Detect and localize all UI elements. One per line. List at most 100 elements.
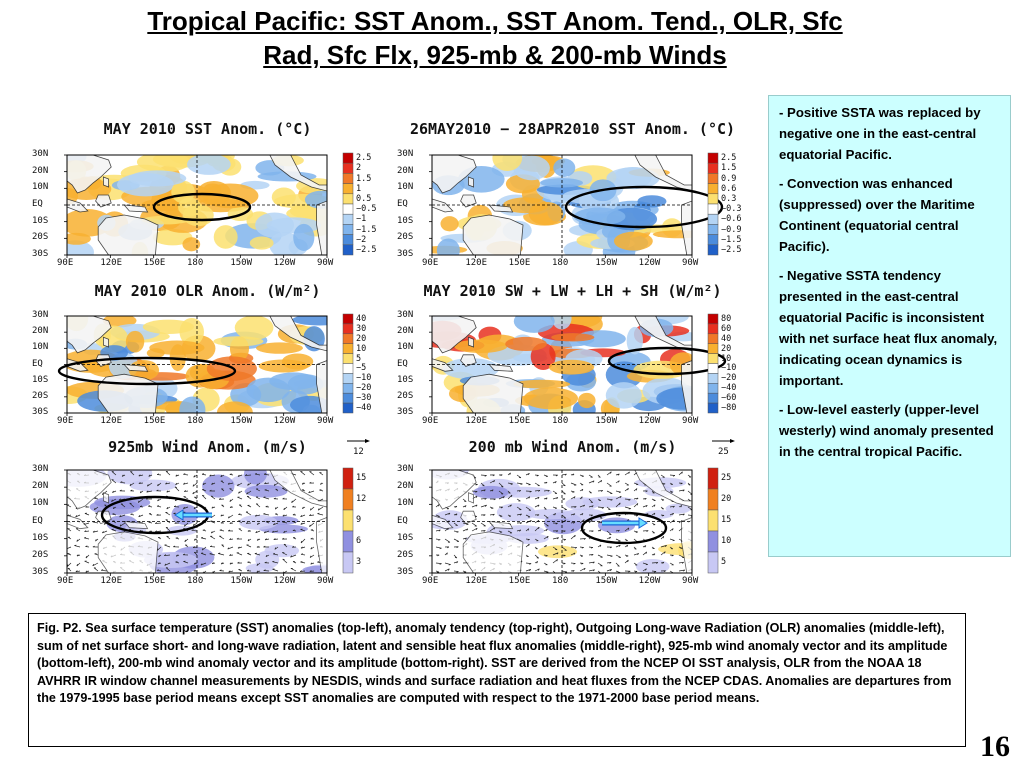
colorbar-swatch (342, 530, 354, 553)
colorbar-label: 3 (356, 556, 362, 567)
lon-label: 90E (57, 576, 74, 586)
lon-label: 90W (317, 576, 334, 586)
lat-label: EQ (32, 199, 43, 209)
lon-label: 150W (595, 576, 618, 586)
page-number: 16 (980, 730, 1010, 763)
colorbar-swatch (707, 373, 719, 384)
colorbar-label: 2.5 (721, 153, 737, 164)
lon-label: 150E (143, 576, 166, 586)
lon-label: 90W (317, 258, 334, 268)
lon-label: 150E (508, 258, 531, 268)
colorbar-swatch (707, 402, 719, 414)
colorbar-label: 2.5 (356, 153, 372, 164)
lat-label: 30N (32, 310, 49, 320)
sst-anomaly-map: MAY 2010 SST Anom. (°C) 30N 20N 10N EQ 10S 20S… (30, 120, 385, 280)
lon-label: 150E (143, 416, 166, 426)
surface-flux-map: MAY 2010 SW + LW + LH + SH (W/m²) 30N 20N 1… (395, 282, 750, 442)
map-canvas (64, 439, 370, 576)
lon-label: 120W (273, 416, 296, 426)
colorbar-swatch (707, 162, 719, 174)
colorbar-swatch (707, 224, 719, 235)
lon-label: 90W (682, 258, 699, 268)
colorbar-label: −5 (356, 363, 367, 374)
colorbar-label: −1 (356, 214, 367, 225)
lat-label: 10S (397, 215, 414, 226)
colorbar-swatch (342, 244, 354, 256)
colorbar-swatch (342, 353, 354, 364)
summary-box: - Positive SSTA was replaced by negative… (768, 95, 1011, 557)
colorbar-swatch (342, 509, 354, 532)
colorbar-swatch (342, 224, 354, 235)
lon-label: 180 (187, 576, 204, 586)
colorbar-swatch (342, 488, 354, 511)
colorbar-swatch (707, 234, 719, 246)
lat-label: 10N (397, 498, 414, 509)
lat-label: 10S (397, 532, 414, 543)
lat-label: 10N (397, 182, 414, 193)
lon-label: 120E (100, 576, 123, 586)
lon-label: 150E (143, 258, 166, 268)
colorbar-swatch (342, 313, 354, 325)
colorbar-label: −1.5 (721, 234, 742, 245)
colorbar-label: 40 (721, 333, 732, 344)
colorbar-label: −60 (721, 393, 737, 404)
lat-label: 10S (32, 374, 49, 385)
lat-label: 10S (397, 374, 414, 385)
colorbar-swatch (707, 488, 719, 511)
colorbar-swatch (342, 551, 354, 574)
colorbar-swatch (707, 213, 719, 225)
colorbar-swatch (342, 402, 354, 414)
colorbar-label: −0.5 (356, 204, 377, 215)
lat-label: 20S (397, 232, 414, 243)
colorbar-swatch (707, 183, 719, 195)
lat-label: 20S (32, 390, 49, 401)
panel-title: MAY 2010 OLR Anom. (W/m²) (94, 282, 321, 300)
colorbar-swatch (342, 373, 354, 384)
reference-vector-label: 25 (718, 447, 729, 457)
colorbar-swatch (707, 353, 719, 364)
lat-label: 20S (397, 390, 414, 401)
lon-label: 150W (595, 258, 618, 268)
lon-label: 90E (57, 416, 74, 426)
lon-label: 120W (638, 416, 661, 426)
lon-label: 120E (465, 258, 488, 268)
lon-label: 150W (230, 576, 253, 586)
lon-label: 120W (273, 258, 296, 268)
colorbar-swatch (342, 234, 354, 246)
lat-label: 20N (397, 165, 414, 176)
colorbar-swatch (707, 509, 719, 532)
lon-label: 90E (57, 258, 74, 268)
colorbar-label: 0.6 (721, 183, 737, 194)
lon-label: 180 (552, 416, 569, 426)
lon-label: 180 (187, 416, 204, 426)
colorbar-label: 6 (356, 535, 362, 546)
panel-title: MAY 2010 SST Anom. (°C) (103, 120, 312, 138)
colorbar-label: 10 (356, 343, 367, 354)
colorbar-swatch (707, 244, 719, 256)
colorbar-swatch (342, 193, 354, 205)
panel-title: 26MAY2010 − 28APR2010 SST Anom. (°C) (409, 120, 736, 138)
colorbar-label: −40 (721, 383, 737, 394)
colorbar-swatch (707, 152, 719, 164)
lon-label: 150W (230, 258, 253, 268)
wind-200mb-map: 200 mb Wind Anom. (m/s) 30N 20N 10N EQ 10S 20S… (395, 438, 750, 598)
lat-label: EQ (397, 358, 408, 369)
colorbar-swatch (342, 392, 354, 404)
lat-label: EQ (32, 515, 43, 526)
colorbar-label: 80 (721, 313, 732, 324)
colorbar-swatch (342, 333, 354, 344)
lat-label: 30S (397, 567, 414, 577)
colorbar-label: −10 (721, 363, 737, 374)
lat-label: EQ (397, 199, 408, 209)
lon-label: 90W (317, 416, 334, 426)
colorbar-swatch (342, 183, 354, 195)
lat-label: EQ (397, 515, 408, 526)
lat-label: 30N (32, 464, 49, 474)
lon-label: 120E (100, 416, 123, 426)
colorbar-label: 30 (356, 323, 367, 334)
lon-label: 90W (682, 416, 699, 426)
panel-title: 925mb Wind Anom. (m/s) (108, 438, 307, 456)
colorbar-label: 20 (721, 493, 732, 504)
lat-label: 10N (397, 342, 414, 353)
lat-label: 30S (32, 567, 49, 577)
